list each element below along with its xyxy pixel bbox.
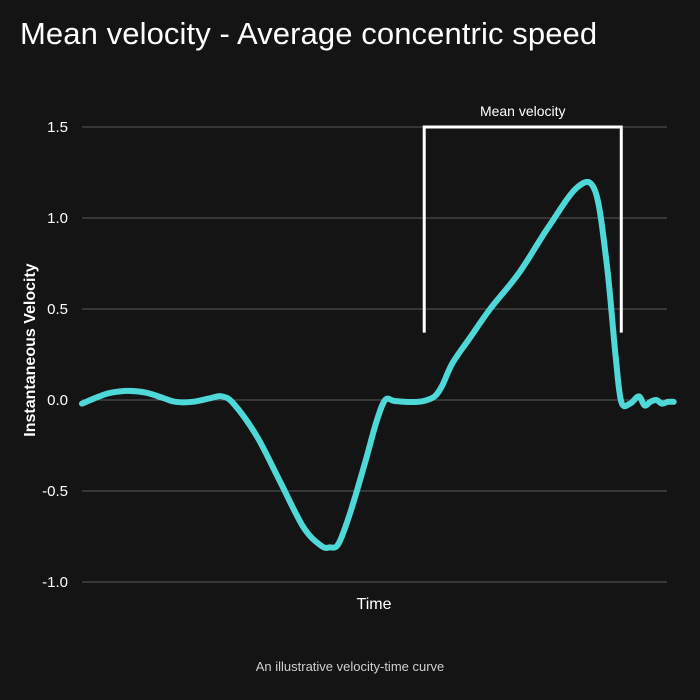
series-layer xyxy=(79,178,677,551)
y-axis-label: Instantaneous Velocity xyxy=(22,263,39,436)
y-tick-label: 0.0 xyxy=(47,392,68,409)
chart-title: Mean velocity - Average concentric speed xyxy=(20,16,598,51)
y-tick-label: 0.5 xyxy=(47,301,68,318)
y-tick-label: 1.5 xyxy=(47,119,68,136)
y-tick-label: -1.0 xyxy=(42,574,68,591)
velocity-series-line xyxy=(79,178,677,551)
annotation-layer: Mean velocity xyxy=(422,103,623,333)
y-tick-label: -0.5 xyxy=(42,483,68,500)
y-tick-label: 1.0 xyxy=(47,210,68,227)
chart-caption: An illustrative velocity-time curve xyxy=(255,659,445,674)
mean-velocity-bracket xyxy=(422,125,623,333)
x-axis-label: Time xyxy=(357,596,392,613)
y-tick-labels: -1.0 -0.5 0.0 0.5 1.0 1.5 xyxy=(42,119,68,591)
mean-velocity-label: Mean velocity xyxy=(480,103,566,119)
grid-lines xyxy=(82,126,667,583)
